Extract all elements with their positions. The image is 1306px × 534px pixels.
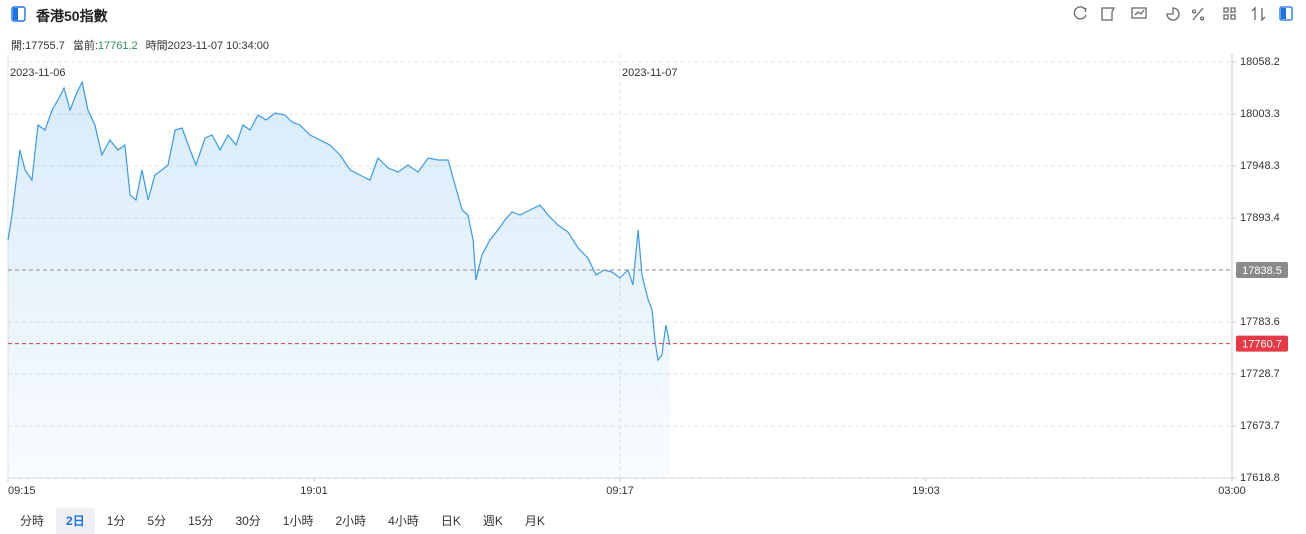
x-tick-label: 09:15 (8, 485, 36, 497)
info-label: 時間 (145, 40, 168, 52)
x-tick-label: 19:01 (300, 485, 328, 497)
period-tab[interactable]: 2小時 (335, 514, 367, 528)
period-tab[interactable]: 5分 (147, 514, 167, 528)
info-value: 17761.2 (97, 40, 138, 52)
period-tabs: 分時 2日 1分 5分 15分 30分 1小時 2小時 4小時 日K 週K 月K (10, 508, 557, 534)
price-line (7, 80, 671, 362)
x-tick-label: 09:17 (606, 485, 634, 497)
panel-icon-fill (1281, 8, 1286, 19)
layout-icon[interactable] (1223, 7, 1236, 20)
period-tab[interactable]: 分時 (20, 514, 45, 528)
period-tab[interactable]: 日K (440, 514, 461, 528)
period-tab[interactable]: 4小時 (388, 514, 419, 528)
y-tick-label: 17783.6 (1240, 316, 1280, 328)
y-tick-label: 17948.3 (1240, 160, 1280, 172)
price-badge-label: 17838.5 (1242, 265, 1282, 277)
price-badge (1236, 262, 1288, 278)
sort-icon[interactable] (1251, 6, 1266, 22)
period-tab[interactable]: 2日 (56, 508, 95, 534)
y-tick-label: 18058.2 (1240, 56, 1280, 68)
period-tab[interactable]: 1小時 (282, 514, 314, 528)
x-tick-label: 03:00 (1218, 485, 1246, 497)
toolbar (1073, 6, 1293, 22)
y-tick-label: 18003.3 (1240, 108, 1280, 120)
y-tick-label: 17728.7 (1240, 368, 1280, 380)
period-tab[interactable]: 週K (482, 514, 503, 528)
y-tick-label: 17673.7 (1240, 420, 1280, 432)
period-tab[interactable]: 月K (524, 514, 545, 528)
info-bar: 開:17755.7 當前:17761.2 時間2023-11-07 10:34:00 (11, 37, 277, 53)
info-label: 當前: (72, 40, 98, 52)
date-label: 2023-11-06 (10, 67, 65, 79)
refresh-icon[interactable] (1073, 6, 1087, 20)
info-value: 17755.7 (25, 40, 65, 52)
y-tick-label: 17893.4 (1240, 212, 1280, 224)
logo (11, 6, 26, 22)
date-label: 2023-11-07 (622, 67, 677, 79)
draw-icon[interactable] (1101, 7, 1116, 21)
percent-icon[interactable] (1191, 7, 1205, 21)
x-tick-label: 19:03 (912, 485, 940, 497)
period-tab[interactable]: 15分 (188, 514, 214, 528)
period-tab[interactable]: 1分 (106, 514, 126, 528)
info-label: 開: (11, 40, 26, 52)
title: 香港50指數 (36, 8, 108, 24)
info-value: 2023-11-07 10:34:00 (167, 40, 269, 52)
price-badge-label: 17760.7 (1242, 339, 1282, 351)
area-fill (8, 82, 670, 478)
price-badge (1236, 335, 1288, 352)
indicator-icon[interactable] (1131, 7, 1147, 19)
panel-icon[interactable] (1279, 6, 1293, 21)
period-tab[interactable]: 30分 (235, 514, 261, 528)
pie-icon[interactable] (1166, 7, 1180, 21)
y-tick-label: 17618.8 (1240, 472, 1280, 484)
